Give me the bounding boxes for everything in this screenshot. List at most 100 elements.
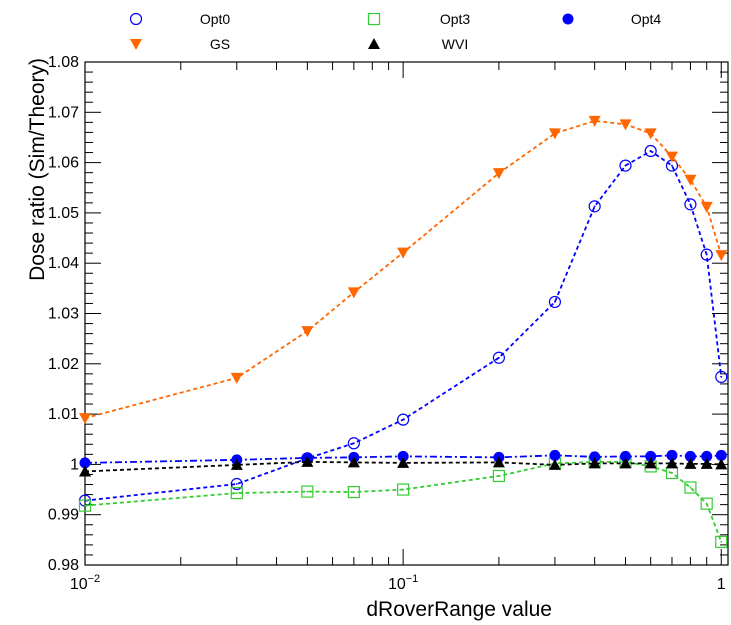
data-point-dot-opt0: [649, 150, 652, 152]
series-line-opt0: [84, 149, 723, 502]
data-point-opt0: [684, 198, 697, 211]
data-point-dot-wvi: [624, 462, 627, 465]
y-tick-label: 0.98: [48, 557, 79, 574]
legend-label-opt4: Opt4: [631, 11, 662, 27]
data-point-dot-gs: [689, 178, 692, 181]
data-point-opt0: [230, 477, 243, 491]
data-point-opt3: [78, 499, 92, 512]
data-point-dot-opt4: [689, 455, 692, 458]
data-point-dot-gs: [554, 132, 556, 135]
data-point-dot-wvi: [497, 461, 500, 464]
data-point-dot-opt3: [306, 490, 309, 493]
data-point-opt3: [347, 485, 360, 499]
data-point-dot-opt4: [705, 455, 708, 458]
data-point-dot-opt4: [84, 461, 86, 464]
data-point-dot-opt0: [689, 203, 692, 206]
data-point-dot-gs: [306, 330, 309, 333]
y-tick-label: 1.07: [48, 104, 79, 121]
data-point-dot-wvi: [671, 462, 673, 465]
data-point-dot-opt3: [402, 488, 405, 491]
data-point-opt3: [684, 481, 697, 494]
data-point-dot-gs: [720, 254, 723, 257]
series-wvi: [79, 455, 728, 477]
data-point-dot-opt4: [402, 455, 405, 458]
y-tick-label: 1.05: [48, 205, 79, 222]
data-point-dot-opt4: [720, 454, 723, 457]
y-tick-label: 1.08: [48, 54, 79, 71]
data-point-dot-gs: [352, 291, 355, 294]
legend-label-wvi: WVI: [442, 36, 468, 52]
data-point-opt0: [347, 437, 360, 450]
data-point-dot-gs: [624, 123, 627, 126]
series-opt3: [78, 455, 728, 548]
x-tick-label: 1: [717, 576, 726, 593]
legend-marker-opt3: [367, 12, 381, 26]
data-point-opt3: [397, 483, 410, 496]
y-tick-label: 1: [70, 456, 79, 473]
legend-label-gs: GS: [210, 36, 230, 52]
data-point-dot-gs: [593, 119, 596, 122]
data-point-dot-wvi: [689, 462, 692, 465]
data-point-dot-opt3: [352, 491, 355, 493]
series-gs: [79, 115, 728, 425]
data-point-dot-wvi: [235, 464, 238, 466]
data-point-dot-opt4: [649, 455, 652, 458]
legend-entry-wvi: WVI: [368, 36, 468, 52]
x-tick-label: 10−2: [70, 573, 100, 593]
x-axis-title: dRoverRange value: [366, 598, 552, 621]
data-point-opt0: [397, 413, 410, 426]
data-point-dot-opt3: [235, 492, 238, 494]
data-point-dot-wvi: [554, 464, 556, 466]
x-tick-label: 10−1: [388, 573, 418, 593]
legend-entry-opt0: Opt0: [129, 11, 231, 27]
data-point-opt0: [619, 159, 632, 172]
plot-frame: 0.98 0.99 1 1.01 1.02 1.03 1.04 1.05 1.06 1.07 1.0…: [48, 54, 729, 593]
data-point-opt0: [715, 370, 728, 383]
data-point-dot-opt4: [671, 454, 673, 457]
data-point-dot-opt3: [497, 475, 500, 477]
data-point-dot-opt0: [352, 442, 355, 445]
data-point-opt3: [492, 469, 505, 483]
legend-marker-wvi: [368, 38, 380, 49]
data-point-dot-opt4: [624, 455, 627, 458]
data-point-opt0: [588, 200, 601, 213]
data-point-dot-wvi: [84, 470, 86, 473]
data-point-dot-opt3: [705, 502, 708, 505]
legend-label-opt0: Opt0: [200, 11, 231, 27]
data-point-dot-gs: [497, 172, 500, 175]
legend-entry-opt4: Opt4: [562, 11, 662, 27]
data-point-opt0: [644, 144, 657, 158]
data-point-dot-wvi: [352, 461, 355, 464]
legend-entry-opt3: Opt3: [367, 11, 470, 27]
data-point-dot-gs: [84, 417, 86, 420]
data-point-dot-opt0: [624, 164, 627, 167]
data-point-opt3: [301, 485, 314, 498]
y-tick-label: 1.04: [48, 255, 79, 272]
data-point-dot-opt4: [593, 455, 596, 458]
data-point-opt0: [492, 351, 505, 364]
data-point-opt0: [548, 295, 562, 309]
legend: Opt0 Opt3 Opt4 GS WVI: [129, 11, 662, 52]
data-point-dot-opt3: [671, 472, 673, 474]
data-point-dot-opt0: [497, 356, 500, 359]
data-point-dot-opt0: [593, 205, 596, 208]
data-point-dot-opt0: [705, 253, 708, 256]
data-point-dot-gs: [705, 205, 708, 208]
data-point-dot-wvi: [306, 460, 309, 463]
data-point-dot-opt0: [554, 301, 556, 303]
data-point-dot-wvi: [593, 462, 596, 465]
series-layer: [78, 115, 728, 548]
data-point-dot-opt3: [689, 486, 692, 489]
y-tick-label: 1.03: [48, 306, 79, 323]
data-point-dot-gs: [235, 376, 238, 379]
data-point-dot-wvi: [402, 461, 405, 464]
data-point-dot-opt4: [554, 454, 556, 457]
legend-marker-gs: [130, 39, 142, 50]
data-point-opt0: [700, 248, 713, 261]
data-point-dot-wvi: [649, 462, 652, 465]
legend-entry-gs: GS: [130, 36, 230, 52]
y-tick-label: 0.99: [48, 507, 79, 524]
data-point-dot-opt0: [402, 418, 405, 421]
data-point-opt3: [230, 486, 243, 500]
